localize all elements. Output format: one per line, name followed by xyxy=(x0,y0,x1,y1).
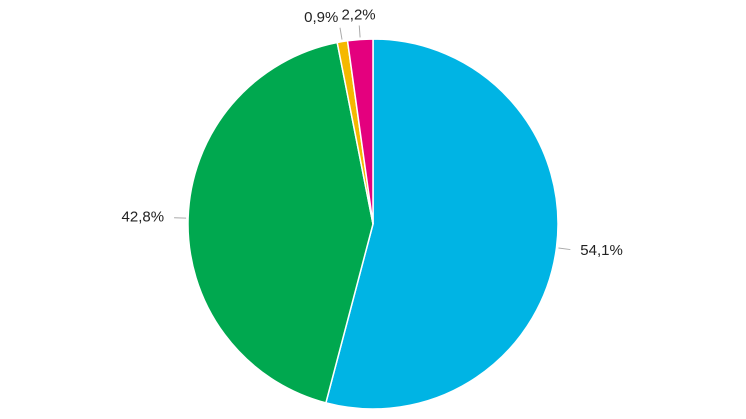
pie-slice xyxy=(346,38,374,225)
leader-line xyxy=(358,25,361,38)
pie-slice xyxy=(324,38,559,410)
leader-line xyxy=(558,247,571,251)
leader-line xyxy=(339,27,343,40)
data-label: 42,8% xyxy=(122,208,165,225)
data-label: 2,2% xyxy=(341,6,375,23)
data-label: 0,9% xyxy=(304,9,338,26)
data-label: 54,1% xyxy=(580,242,623,259)
pie-slice xyxy=(187,41,374,404)
